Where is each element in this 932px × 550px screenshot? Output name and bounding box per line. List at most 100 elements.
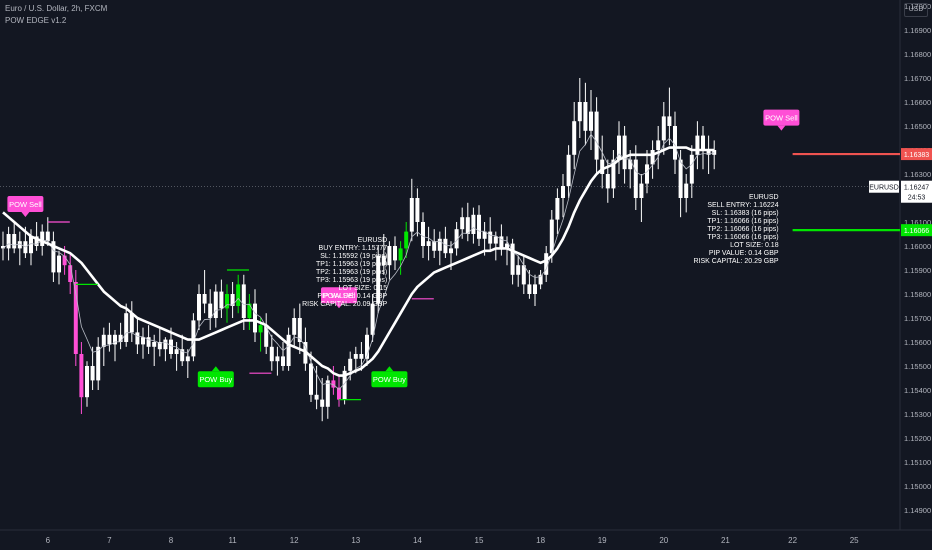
candle-body	[443, 238, 448, 254]
price-axis-label: 1.15000	[904, 482, 931, 491]
candle-body	[572, 121, 577, 155]
candle-body	[398, 248, 403, 261]
candle-body	[247, 303, 252, 318]
candle-body	[421, 222, 425, 246]
candle-body	[673, 126, 677, 160]
trade-info-line: PIP VALUE: 0.14 GBP	[317, 293, 387, 300]
candle-body	[253, 303, 257, 333]
trade-info-line: LOT SIZE: 0.15	[339, 285, 388, 292]
candle-body	[695, 135, 700, 155]
candle-body	[712, 150, 717, 155]
candle-body	[34, 236, 39, 246]
candle-body	[286, 334, 291, 366]
trade-info-line: RISK CAPITAL: 20.29 GBP	[694, 258, 779, 265]
candle-body	[365, 334, 369, 359]
candle-body	[628, 159, 633, 170]
buy-signal-box	[371, 371, 408, 388]
candle-body	[337, 387, 341, 400]
symbol-tag-label: EURUSD	[869, 185, 899, 192]
sell-signal-label: POW Sell	[323, 291, 356, 300]
candle-body	[90, 366, 95, 381]
candle-body	[471, 214, 476, 234]
trade-info-line: TP3: 1.15963 (19 pips)	[316, 277, 387, 284]
candle-body	[477, 214, 481, 239]
candle-body	[264, 325, 269, 347]
price-axis-label: 1.15300	[904, 410, 931, 419]
sell-signal-box	[321, 287, 357, 304]
candle-body	[258, 325, 263, 333]
candle-body	[197, 294, 201, 321]
current-price-label: 1.16247	[904, 185, 929, 192]
candle-body	[656, 140, 661, 150]
candle-body	[107, 334, 112, 345]
price-axis-label: 1.16500	[904, 122, 931, 131]
price-axis-label: 1.15500	[904, 362, 931, 371]
candle-body	[12, 234, 17, 249]
candle-body	[135, 332, 140, 345]
trade-info-line: TP1: 1.15963 (19 pips)	[316, 261, 387, 268]
time-axis-label: 12	[290, 536, 299, 545]
time-axis-label: 20	[659, 536, 668, 545]
candle-body	[650, 150, 655, 165]
candle-body	[516, 265, 521, 275]
currency-button[interactable]: USD	[904, 3, 928, 17]
candle-body	[331, 380, 336, 388]
candle-body	[505, 243, 509, 249]
sl-price-label: 1.16383	[904, 152, 929, 159]
candle-body	[1, 246, 5, 249]
tp-price-tag	[901, 224, 932, 237]
candle-body	[174, 349, 179, 354]
candle-body	[320, 399, 325, 407]
trade-info-line: LOT SIZE: 0.18	[730, 242, 779, 249]
candle-body	[118, 334, 123, 342]
candle-body	[353, 354, 358, 359]
time-axis-label: 18	[536, 536, 545, 545]
price-axis-label: 1.15200	[904, 434, 931, 443]
candle-body	[241, 284, 246, 318]
candle-body	[17, 241, 22, 249]
candle-body	[202, 294, 207, 304]
sell-signal-label: POW Sell	[765, 114, 798, 123]
candle-body	[415, 198, 420, 222]
candle-body	[219, 291, 224, 309]
candle-body	[208, 303, 213, 318]
time-axis-label: 19	[598, 536, 607, 545]
candle-body	[684, 183, 689, 198]
candle-body	[309, 363, 313, 395]
candle-body	[180, 349, 185, 362]
candle-body	[549, 219, 554, 254]
sell-signal-box	[7, 196, 44, 212]
candle-body	[6, 234, 11, 249]
candle-body	[387, 246, 392, 266]
candle-body	[617, 135, 621, 160]
sell-signal-box	[763, 109, 800, 126]
buy-signal-box	[197, 371, 234, 388]
candle-body	[359, 354, 364, 359]
candle-body	[465, 217, 470, 234]
candle-body	[639, 183, 644, 198]
candle-body	[544, 253, 549, 275]
time-axis-label: 15	[475, 536, 484, 545]
candle-body	[404, 231, 409, 249]
candle-body	[297, 318, 302, 342]
candle-body	[68, 265, 73, 282]
candle-body	[236, 284, 241, 306]
candle-body	[561, 186, 565, 198]
slow-ma-line	[2, 146, 715, 377]
sl-price-tag	[901, 148, 932, 161]
candle-body	[527, 284, 532, 294]
time-axis-label: 13	[351, 536, 360, 545]
candle-body	[62, 255, 67, 266]
candle-body	[482, 231, 487, 239]
candle-body	[577, 102, 582, 122]
time-axis-label: 25	[850, 536, 859, 545]
candle-body	[314, 394, 319, 400]
candle-body	[146, 337, 151, 347]
price-axis-label: 1.17000	[904, 2, 931, 11]
time-axis-label: 14	[413, 536, 422, 545]
trade-info-line: SL: 1.16383 (16 pips)	[712, 210, 779, 217]
candle-body	[521, 265, 526, 285]
price-axis-label: 1.16000	[904, 242, 931, 251]
